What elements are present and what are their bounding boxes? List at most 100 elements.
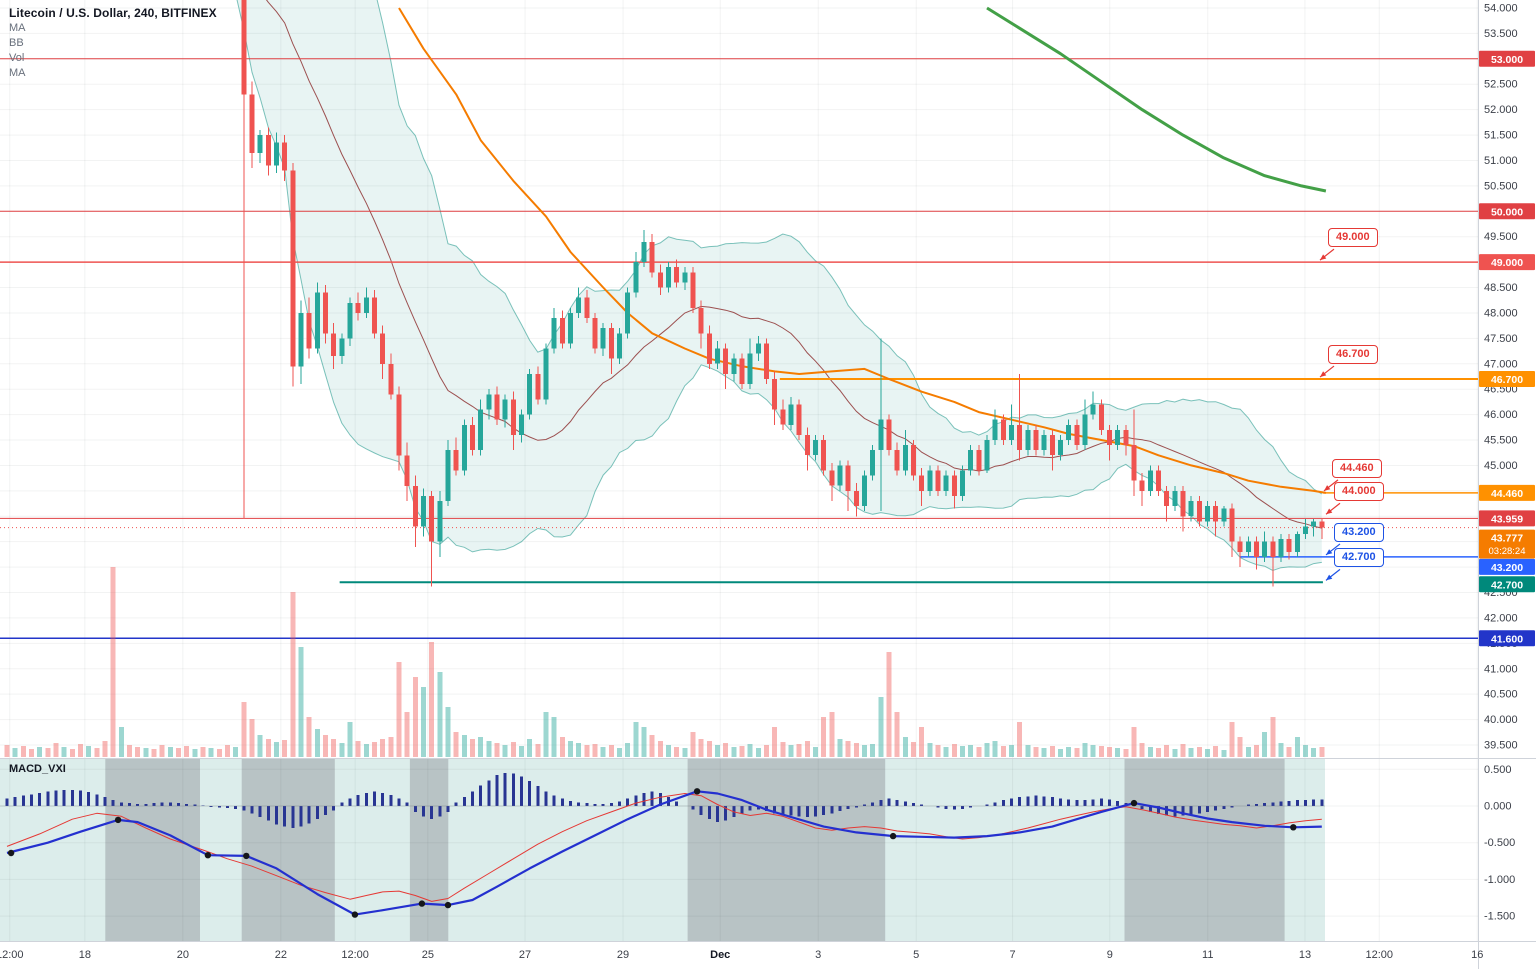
svg-text:52.500: 52.500 (1484, 79, 1518, 91)
candlesticks (241, 0, 1325, 587)
price-tag (1479, 371, 1535, 387)
time-label[interactable]: 29 (617, 949, 629, 961)
svg-text:46.700: 46.700 (1491, 374, 1523, 386)
time-label[interactable]: 13 (1299, 949, 1311, 961)
time-label[interactable]: 12:00 (0, 949, 23, 961)
price-callout-44.000[interactable]: 44.000 (1334, 482, 1384, 502)
time-label[interactable]: 18 (79, 949, 91, 961)
bollinger-fill (237, 0, 1322, 571)
indicator-label-bb[interactable]: BB (9, 37, 24, 49)
macd-background (0, 759, 1325, 941)
svg-text:48.500: 48.500 (1484, 282, 1518, 294)
time-label[interactable]: 3 (815, 949, 821, 961)
price-callout-49.000[interactable]: 49.000 (1328, 228, 1378, 248)
svg-text:53.500: 53.500 (1484, 28, 1518, 40)
time-label[interactable]: 22 (275, 949, 287, 961)
svg-text:42.000: 42.000 (1484, 612, 1518, 624)
crossover-dot (7, 849, 15, 857)
crossover-dot (351, 911, 359, 918)
countdown-timer: 03:28:24 (1489, 546, 1526, 557)
price-tag (1479, 510, 1535, 527)
time-label[interactable]: 5 (913, 949, 919, 961)
svg-text:51.000: 51.000 (1484, 155, 1518, 167)
callout-arrows (1319, 248, 1341, 581)
price-tag (1479, 529, 1535, 559)
price-callout-46.700[interactable]: 46.700 (1328, 345, 1378, 365)
horizontal-lines[interactable] (0, 58, 1478, 640)
svg-text:52.000: 52.000 (1484, 104, 1518, 116)
svg-text:50.000: 50.000 (1491, 206, 1523, 218)
svg-text:43.200: 43.200 (1491, 562, 1523, 574)
price-tag (1479, 484, 1535, 501)
time-label[interactable]: 7 (1010, 949, 1016, 961)
crossover-dot (1290, 824, 1297, 831)
svg-text:41.000: 41.000 (1484, 663, 1518, 675)
price-tags: 53.000 50.000 49.000 46.700 44.460 43.959 43.7… (1479, 50, 1535, 647)
svg-text:53.000: 53.000 (1491, 54, 1523, 66)
background-band (1124, 759, 1285, 941)
crossover-dot (243, 852, 250, 860)
macd-indicator-label[interactable]: MACD_VXI (9, 763, 66, 775)
crossover-dot (418, 900, 426, 907)
bollinger-basis (265, 0, 1322, 529)
price-callout-42.700[interactable]: 42.700 (1334, 548, 1384, 568)
green-ma-line (986, 6, 1327, 193)
background-band (105, 759, 200, 941)
time-label[interactable]: 9 (1107, 949, 1113, 961)
volume-bars (4, 567, 1325, 757)
svg-text:51.500: 51.500 (1484, 130, 1518, 142)
svg-text:0.500: 0.500 (1484, 764, 1512, 776)
background-band (241, 759, 335, 941)
svg-text:-1.000: -1.000 (1484, 874, 1515, 886)
indicator-label-ma1[interactable]: MA (9, 22, 26, 34)
svg-text:43.777: 43.777 (1491, 533, 1523, 545)
svg-text:49.500: 49.500 (1484, 231, 1518, 243)
svg-text:45.000: 45.000 (1484, 460, 1518, 472)
time-label[interactable]: 20 (177, 949, 189, 961)
svg-text:50.500: 50.500 (1484, 180, 1518, 192)
time-axis-bg (0, 942, 1536, 969)
time-label[interactable]: 11 (1202, 949, 1213, 961)
symbol-title[interactable]: Litecoin / U.S. Dollar, 240, BITFINEX (9, 6, 217, 20)
price-tag (1479, 254, 1535, 271)
crossover-dot (444, 901, 452, 909)
crossover-dot (693, 788, 701, 795)
time-label[interactable]: 25 (422, 949, 434, 961)
svg-text:41.600: 41.600 (1491, 633, 1523, 645)
svg-text:-1.500: -1.500 (1484, 911, 1515, 923)
price-callout-44.460[interactable]: 44.460 (1332, 458, 1382, 478)
indicator-label-vol[interactable]: Vol (9, 52, 25, 64)
price-callout-43.200[interactable]: 43.200 (1334, 522, 1384, 542)
crossover-dot (1130, 799, 1138, 807)
price-tag (1479, 576, 1535, 593)
svg-text:44.460: 44.460 (1491, 488, 1523, 500)
svg-text:43.959: 43.959 (1491, 513, 1523, 525)
time-label[interactable]: 27 (519, 949, 531, 961)
svg-text:48.000: 48.000 (1484, 307, 1518, 319)
time-label[interactable]: 12:00 (341, 949, 369, 961)
crossover-dot (114, 816, 122, 824)
background-band (409, 759, 449, 941)
time-label[interactable]: 12:00 (1366, 949, 1394, 961)
svg-text:54.000: 54.000 (1484, 3, 1518, 15)
svg-text:39.500: 39.500 (1484, 739, 1518, 751)
svg-text:47.000: 47.000 (1484, 358, 1518, 370)
svg-text:45.500: 45.500 (1484, 435, 1518, 447)
time-label[interactable]: 16 (1471, 949, 1483, 961)
svg-text:46.000: 46.000 (1484, 409, 1518, 421)
svg-text:49.000: 49.000 (1491, 257, 1523, 269)
price-tag (1479, 558, 1535, 575)
time-axis[interactable]: 12:00 18 20 22 12:00 25 27 29 Dec 3 5 7 9 11 13 12:00 16 (0, 949, 1483, 961)
price-tag (1479, 203, 1535, 220)
price-tag (1479, 630, 1535, 647)
price-tag (1479, 50, 1535, 67)
indicator-label-ma2[interactable]: MA (9, 67, 26, 79)
plot-area[interactable] (0, 0, 1478, 941)
bollinger-upper (376, 0, 1323, 495)
chart-legend: Litecoin / U.S. Dollar, 240, BITFINEX MA… (9, 6, 217, 80)
svg-text:42.700: 42.700 (1491, 579, 1523, 591)
time-label[interactable]: Dec (710, 949, 730, 961)
